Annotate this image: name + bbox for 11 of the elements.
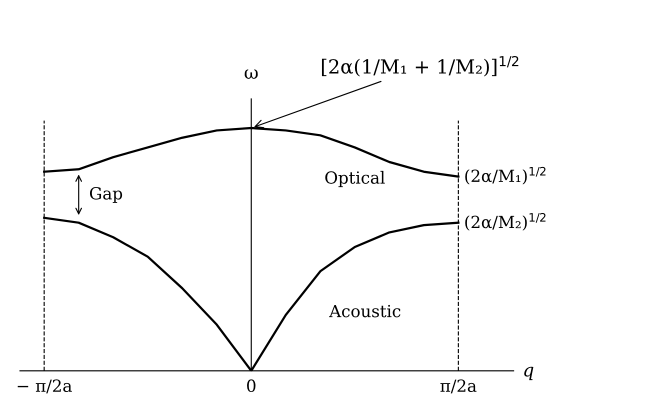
x-tick-label: − π/2a — [18, 379, 72, 394]
x-tick-label: π/2a — [440, 379, 476, 394]
x-tick-label: 0 — [247, 379, 256, 392]
annotation: Gap — [90, 187, 122, 203]
series-label: Acoustic — [329, 304, 400, 318]
y-axis-title: ω — [244, 69, 258, 79]
annotation: [2α(1/M₁ + 1/M₂)]$^{1/2}$ — [322, 56, 518, 77]
annotation: (2α/M₂)$^{1/2}$ — [465, 212, 546, 231]
series-label: Optical — [325, 170, 385, 188]
annotation: (2α/M₁)$^{1/2}$ — [465, 166, 546, 184]
x-axis-title: q — [524, 366, 534, 380]
